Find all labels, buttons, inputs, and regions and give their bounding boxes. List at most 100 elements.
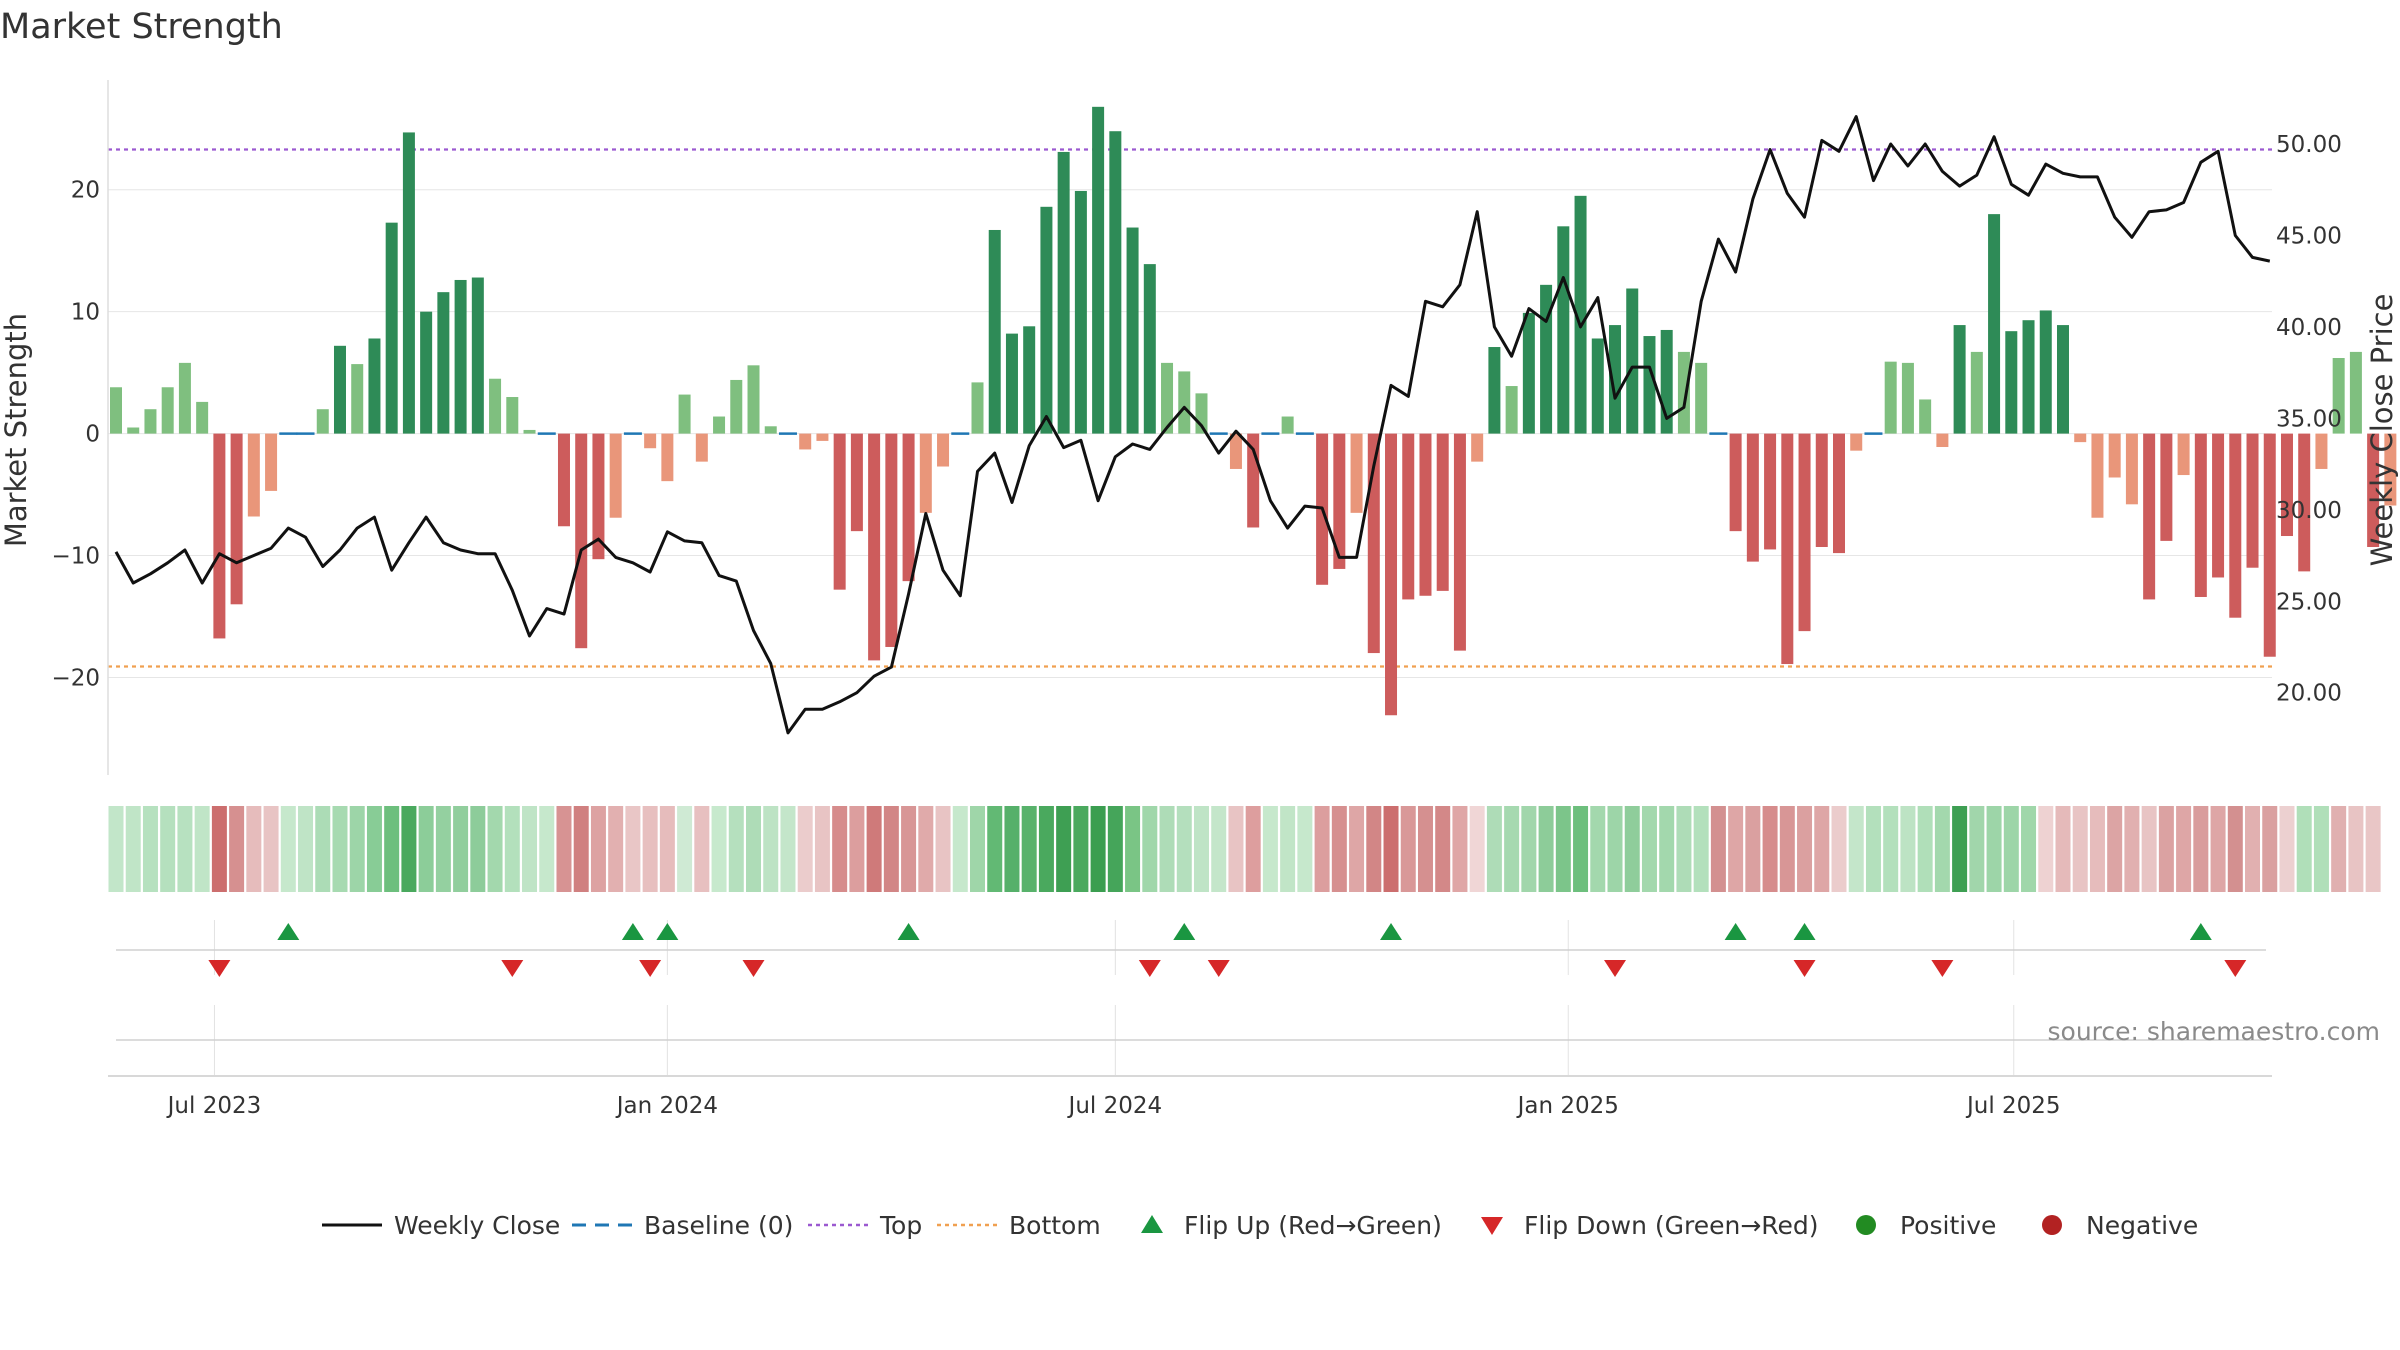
strip-cell — [2227, 806, 2243, 892]
chart-title: Market Strength — [0, 7, 283, 47]
strength-bar — [2039, 310, 2052, 434]
x-tick-label: Jul 2023 — [166, 1093, 262, 1119]
strip-cell — [1969, 806, 1985, 892]
strength-bar — [1833, 433, 1845, 554]
strip-cell — [2021, 806, 2037, 892]
strength-bar — [489, 378, 502, 434]
strip-cell — [1573, 806, 1589, 892]
strip-cell — [1659, 806, 1675, 892]
flip-down-marker — [2224, 960, 2247, 977]
strip-cell — [814, 806, 830, 892]
strip-cell — [797, 806, 813, 892]
strength-bar — [713, 416, 726, 434]
strip-cell — [1417, 806, 1433, 892]
strength-bar — [937, 433, 950, 467]
strip-cell — [1435, 806, 1451, 892]
strength-bar — [2108, 433, 2121, 478]
strip-cell — [1779, 806, 1795, 892]
strength-bars — [110, 106, 2397, 716]
strip-cell — [2365, 806, 2381, 892]
strip-cell — [1211, 806, 1227, 892]
strength-bar — [1143, 264, 1156, 434]
strength-bar — [2091, 433, 2104, 518]
legend-flip-down-swatch — [1481, 1217, 1503, 1235]
strip-cell — [108, 806, 124, 892]
legend-item: Top — [808, 1211, 922, 1240]
strip-cell — [1710, 806, 1726, 892]
strip-cell — [1900, 806, 1916, 892]
strip-cell — [1452, 806, 1468, 892]
strip-cell — [298, 806, 314, 892]
strip-cell — [2245, 806, 2261, 892]
strip-cell — [987, 806, 1003, 892]
strength-bar — [971, 382, 984, 434]
strip-cell — [504, 806, 520, 892]
flip-up-marker — [656, 923, 679, 940]
strength-bar — [316, 409, 329, 434]
strip-cell — [1486, 806, 1502, 892]
strength-bar — [437, 292, 450, 434]
legend-label: Weekly Close — [394, 1211, 560, 1240]
strength-bar — [1333, 433, 1346, 569]
y-right-tick-label: 45.00 — [2276, 223, 2342, 249]
strip-cell — [1228, 806, 1244, 892]
y-left-tick-label: 10 — [71, 300, 100, 326]
strip-cell — [1280, 806, 1296, 892]
strength-bar — [2022, 320, 2035, 434]
strip-cell — [1538, 806, 1554, 892]
strength-bar — [1074, 190, 1087, 434]
strip-cell — [2158, 806, 2174, 892]
strength-bar — [1609, 325, 1622, 434]
axes: −20 −10 0 10 20 20.00 25.00 30.00 35.00 40.00 45.0… — [51, 80, 2342, 1119]
strip-cell — [1400, 806, 1416, 892]
strength-bar — [2143, 433, 2156, 600]
strength-bar — [661, 433, 674, 482]
flip-up-marker — [1793, 923, 1816, 940]
flip-up-marker — [1380, 923, 1403, 940]
strip-cell — [1607, 806, 1623, 892]
strength-bar — [1385, 433, 1398, 716]
flip-markers — [208, 923, 2247, 977]
y-right-tick-label: 25.00 — [2276, 589, 2342, 615]
strip-cell — [453, 806, 469, 892]
strength-bar — [1746, 433, 1759, 562]
strength-bar — [1436, 433, 1449, 591]
strip-cell — [1676, 806, 1692, 892]
strength-bar — [2229, 433, 2242, 618]
strength-bar — [1126, 227, 1139, 434]
strength-bar — [1591, 338, 1604, 434]
strength-bar — [592, 433, 605, 560]
strength-bar — [506, 397, 519, 434]
strip-cell — [694, 806, 710, 892]
strip-cell — [280, 806, 296, 892]
weekly-close-series — [114, 115, 2271, 735]
flip-up-marker — [897, 923, 920, 940]
strength-bar — [1626, 288, 1639, 434]
x-tick-label: Jul 2025 — [1965, 1093, 2061, 1119]
strip-cell — [935, 806, 951, 892]
strength-bar — [333, 345, 346, 434]
strip-cell — [1262, 806, 1278, 892]
strip-cell — [2193, 806, 2209, 892]
strength-bar — [1522, 312, 1535, 434]
strip-cell — [556, 806, 572, 892]
strip-cell — [901, 806, 917, 892]
strength-bar — [2298, 433, 2311, 572]
strip-cell — [142, 806, 158, 892]
strength-bar — [2160, 433, 2173, 541]
flip-down-marker — [208, 960, 231, 977]
strength-bar — [1901, 362, 1914, 434]
flip-up-marker — [1724, 923, 1747, 940]
legend-dot-swatch — [2042, 1215, 2062, 1235]
strength-bar — [1643, 336, 1656, 434]
strength-bar — [2349, 351, 2362, 434]
strength-bar — [1178, 371, 1191, 434]
strip-cell — [2331, 806, 2347, 892]
strength-bar — [196, 401, 209, 434]
strip-cell — [1038, 806, 1054, 892]
strip-cell — [2089, 806, 2105, 892]
strip-cell — [2141, 806, 2157, 892]
strength-bar — [2212, 433, 2225, 578]
strength-bar — [471, 277, 484, 434]
strip-cell — [125, 806, 141, 892]
